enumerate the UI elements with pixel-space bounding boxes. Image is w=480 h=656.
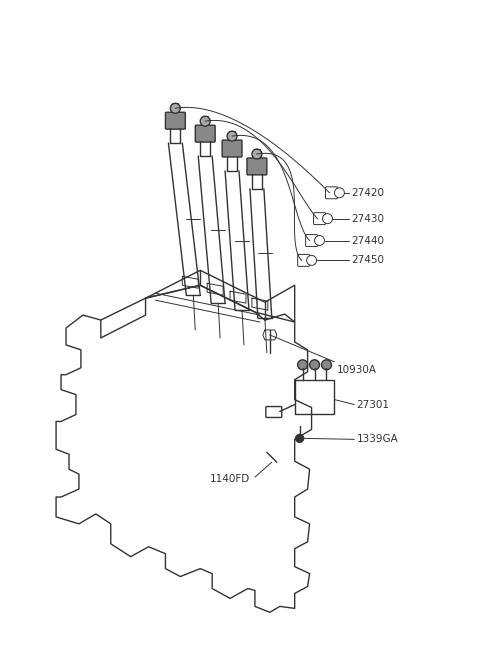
FancyBboxPatch shape [313,213,325,224]
Circle shape [200,116,210,126]
FancyBboxPatch shape [222,140,242,157]
Circle shape [307,255,316,266]
Text: 27301: 27301 [356,400,389,409]
Text: 1140FD: 1140FD [210,474,251,484]
Circle shape [252,149,262,159]
Text: 27420: 27420 [351,188,384,198]
FancyBboxPatch shape [325,187,337,199]
Text: 27450: 27450 [351,255,384,266]
Text: 1339GA: 1339GA [356,434,398,444]
Circle shape [314,236,324,245]
FancyBboxPatch shape [195,125,215,142]
Circle shape [227,131,237,141]
Circle shape [323,214,333,224]
FancyBboxPatch shape [266,407,282,417]
Circle shape [298,359,308,370]
Circle shape [296,434,304,442]
Text: 27440: 27440 [351,236,384,245]
FancyBboxPatch shape [247,158,267,175]
Circle shape [335,188,344,197]
Circle shape [170,103,180,113]
Circle shape [322,359,332,370]
Circle shape [310,359,320,370]
FancyBboxPatch shape [306,235,318,247]
FancyBboxPatch shape [166,112,185,129]
Text: 10930A: 10930A [336,365,376,375]
FancyBboxPatch shape [298,255,310,266]
Text: 27430: 27430 [351,214,384,224]
